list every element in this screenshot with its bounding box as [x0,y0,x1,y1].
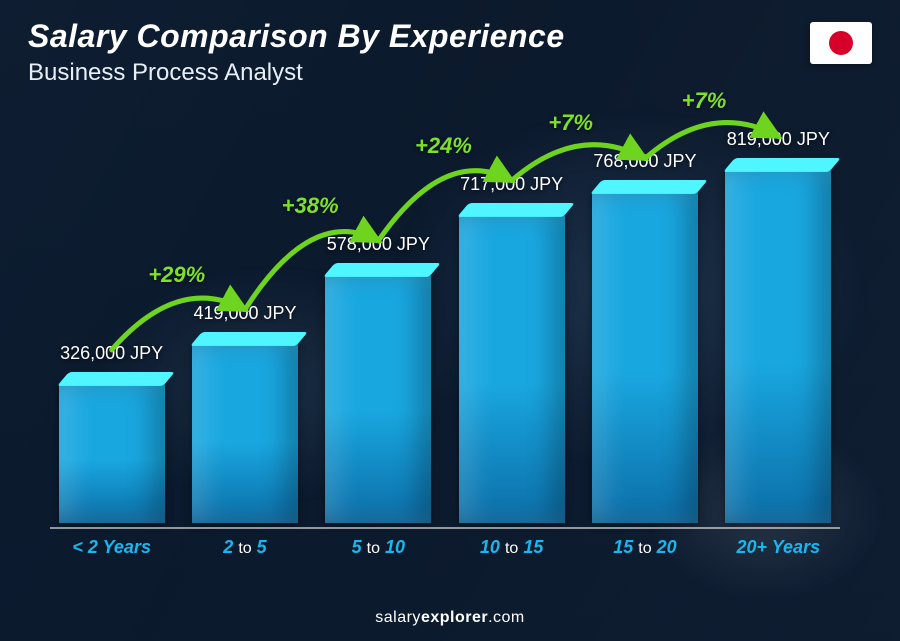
brand-suffix: explorer [421,609,488,626]
japan-flag-icon [810,22,872,64]
growth-arc-label: +29% [148,262,205,288]
growth-arc [112,298,245,350]
footer-brand: salaryexplorer.com [0,609,900,627]
growth-arc [645,123,778,159]
bar-chart: 326,000 JPY419,000 JPY578,000 JPY717,000… [50,120,840,561]
growth-arc-label: +7% [682,88,727,114]
growth-arc [512,145,645,181]
brand-tld: .com [488,609,525,626]
growth-arc [245,232,378,310]
page-title: Salary Comparison By Experience [28,18,565,55]
growth-arc-label: +7% [548,110,593,136]
growth-arc-label: +24% [415,133,472,159]
growth-arc [378,171,511,241]
growth-arc-label: +38% [282,193,339,219]
infographic-stage: Salary Comparison By Experience Business… [0,0,900,641]
brand-prefix: salary [375,609,421,626]
